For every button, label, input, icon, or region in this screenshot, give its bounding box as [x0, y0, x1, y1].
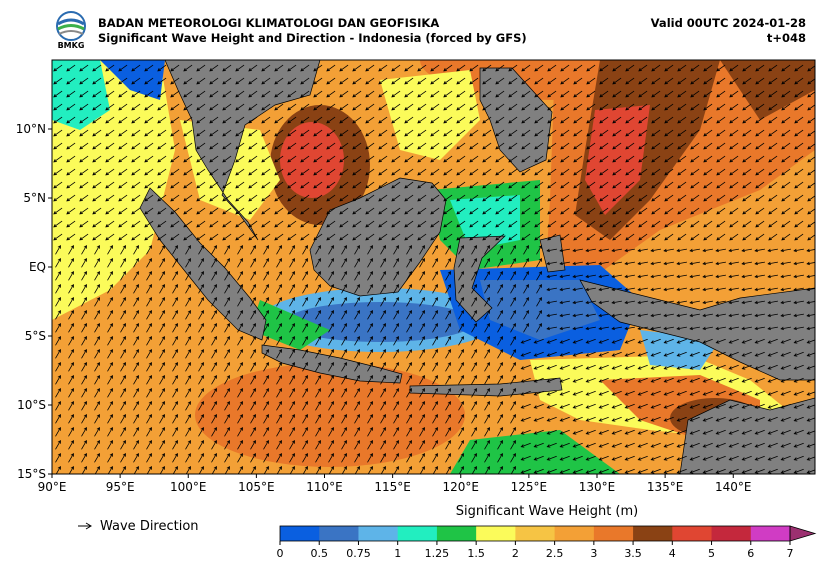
colorbar-segment	[554, 526, 595, 541]
lon-tick-label: 130°E	[579, 480, 616, 494]
lon-tick-label: 105°E	[238, 480, 275, 494]
lon-tick-label: 110°E	[306, 480, 343, 494]
colorbar-tick-label: 2	[512, 547, 519, 560]
colorbar-tick-label: 3.5	[624, 547, 642, 560]
lat-tick-label: 10°N	[16, 122, 46, 136]
legend-label: Wave Direction	[100, 519, 199, 534]
colorbar-segment	[319, 526, 359, 541]
colorbar-tick-label: 6	[747, 547, 754, 560]
lon-tick-label: 115°E	[374, 480, 411, 494]
colorbar-tick-label: 4	[669, 547, 676, 560]
colorbar-tick-label: 3	[590, 547, 597, 560]
colorbar-tick-label: 0.5	[310, 547, 328, 560]
colorbar-tick-label: 0.75	[346, 547, 371, 560]
lat-tick-label: 10°S	[17, 398, 46, 412]
lon-tick-label: 90°E	[38, 480, 67, 494]
colorbar-label: Significant Wave Height (m)	[456, 504, 638, 519]
colorbar-segment	[358, 526, 399, 541]
wave-field	[52, 60, 815, 474]
logo-text: BMKG	[58, 41, 85, 50]
lon-tick-label: 135°E	[647, 480, 684, 494]
agency-title: BADAN METEOROLOGI KLIMATOLOGI DAN GEOFIS…	[98, 16, 439, 30]
colorbar-segment	[476, 526, 516, 541]
colorbar-segment	[711, 526, 752, 541]
colorbar-segment	[397, 526, 438, 541]
logo	[56, 11, 86, 41]
lat-tick-label: 5°S	[25, 329, 46, 343]
legend-arrow	[78, 522, 92, 530]
colorbar-tick-label: 7	[787, 547, 794, 560]
colorbar-segment	[672, 526, 713, 541]
lon-tick-label: 120°E	[443, 480, 480, 494]
wave-direction-arrows	[53, 64, 815, 474]
lon-tick-label: 95°E	[106, 480, 135, 494]
lead-time: t+048	[767, 31, 806, 45]
colorbar-segment	[436, 526, 477, 541]
lon-tick-label: 140°E	[715, 480, 752, 494]
colorbar-tick-label: 5	[708, 547, 715, 560]
colorbar-segment	[515, 526, 556, 541]
colorbar-tick-label: 2.5	[546, 547, 564, 560]
lat-tick-label: 5°N	[23, 191, 46, 205]
colorbar-segment	[633, 526, 673, 541]
colorbar-segment	[593, 526, 634, 541]
map-subtitle: Significant Wave Height and Direction - …	[98, 31, 527, 45]
colorbar-segment	[750, 526, 791, 541]
lon-tick-label: 100°E	[170, 480, 207, 494]
lat-tick-label: 15°S	[17, 467, 46, 481]
valid-time: Valid 00UTC 2024-01-28	[651, 16, 806, 30]
colorbar-tick-label: 1	[394, 547, 401, 560]
colorbar-tick-label: 0	[277, 547, 284, 560]
colorbar-segment	[280, 526, 320, 541]
colorbar-tick-label: 1.5	[467, 547, 485, 560]
colorbar-tick-label: 1.25	[425, 547, 450, 560]
colorbar-frame	[279, 525, 791, 542]
lon-tick-label: 125°E	[511, 480, 548, 494]
lat-tick-label: EQ	[29, 260, 46, 274]
